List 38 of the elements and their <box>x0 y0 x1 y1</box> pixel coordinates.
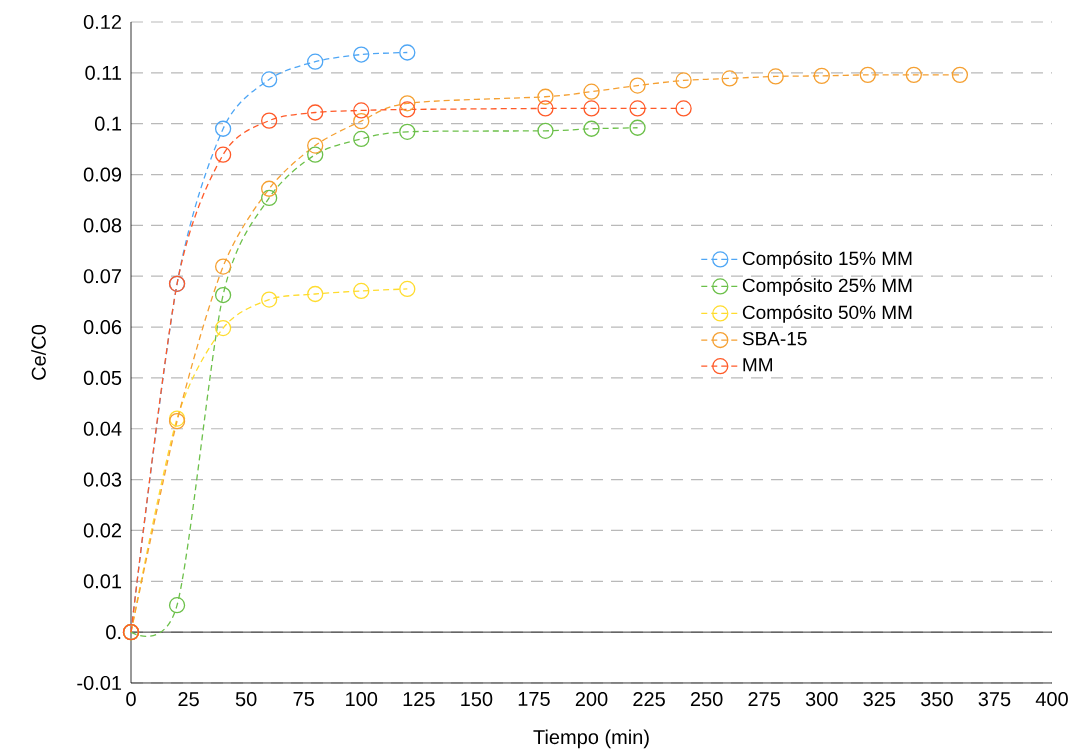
y-tick-label: 0.05 <box>83 370 122 386</box>
y-tick-label: 0.04 <box>83 421 122 436</box>
y-tick-label: 0.09 <box>83 167 122 182</box>
legend-label: Compósito 15% MM <box>742 251 912 269</box>
x-tick-label: 100 <box>346 692 378 707</box>
x-tick-label: 125 <box>403 692 435 707</box>
x-tick-label: 225 <box>633 692 665 707</box>
x-tick-label: 200 <box>575 692 608 707</box>
x-tick-label: 50 <box>235 692 257 707</box>
y-tick-label: 0.1 <box>94 116 122 131</box>
y-tick-label: 0.01 <box>83 574 122 589</box>
y-tick-label: -0.01 <box>77 676 122 691</box>
legend-label: Compósito 50% MM <box>742 305 912 323</box>
x-tick-label: 300 <box>805 692 838 707</box>
x-axis-title: Tiempo (min) <box>533 729 649 749</box>
y-axis-title: Ce/C0 <box>31 325 46 380</box>
y-tick-label: 0. <box>106 625 121 640</box>
x-tick-label: 175 <box>518 692 550 707</box>
y-tick-label: 0.08 <box>83 218 122 233</box>
x-tick-label: 250 <box>690 692 723 707</box>
x-tick-label: 375 <box>978 692 1011 707</box>
y-tick-label: 0.11 <box>85 65 122 80</box>
y-tick-label: 0.07 <box>83 269 121 284</box>
x-tick-label: 275 <box>748 692 781 707</box>
x-tick-label: 350 <box>920 692 953 707</box>
x-tick-label: 25 <box>178 692 199 707</box>
x-tick-label: 150 <box>461 692 493 707</box>
legend-label: SBA-15 <box>742 331 807 346</box>
x-tick-label: 0 <box>126 692 136 707</box>
y-tick-label: 0.12 <box>83 15 121 30</box>
y-tick-label: 0.02 <box>83 523 121 538</box>
y-tick-label: 0.06 <box>83 320 122 335</box>
x-tick-label: 75 <box>293 692 314 707</box>
legend-label: Compósito 25% MM <box>742 278 912 296</box>
y-tick-label: 0.03 <box>83 472 122 487</box>
x-tick-label: 400 <box>1035 692 1068 707</box>
legend-label: MM <box>743 358 772 372</box>
x-tick-label: 325 <box>863 692 896 707</box>
